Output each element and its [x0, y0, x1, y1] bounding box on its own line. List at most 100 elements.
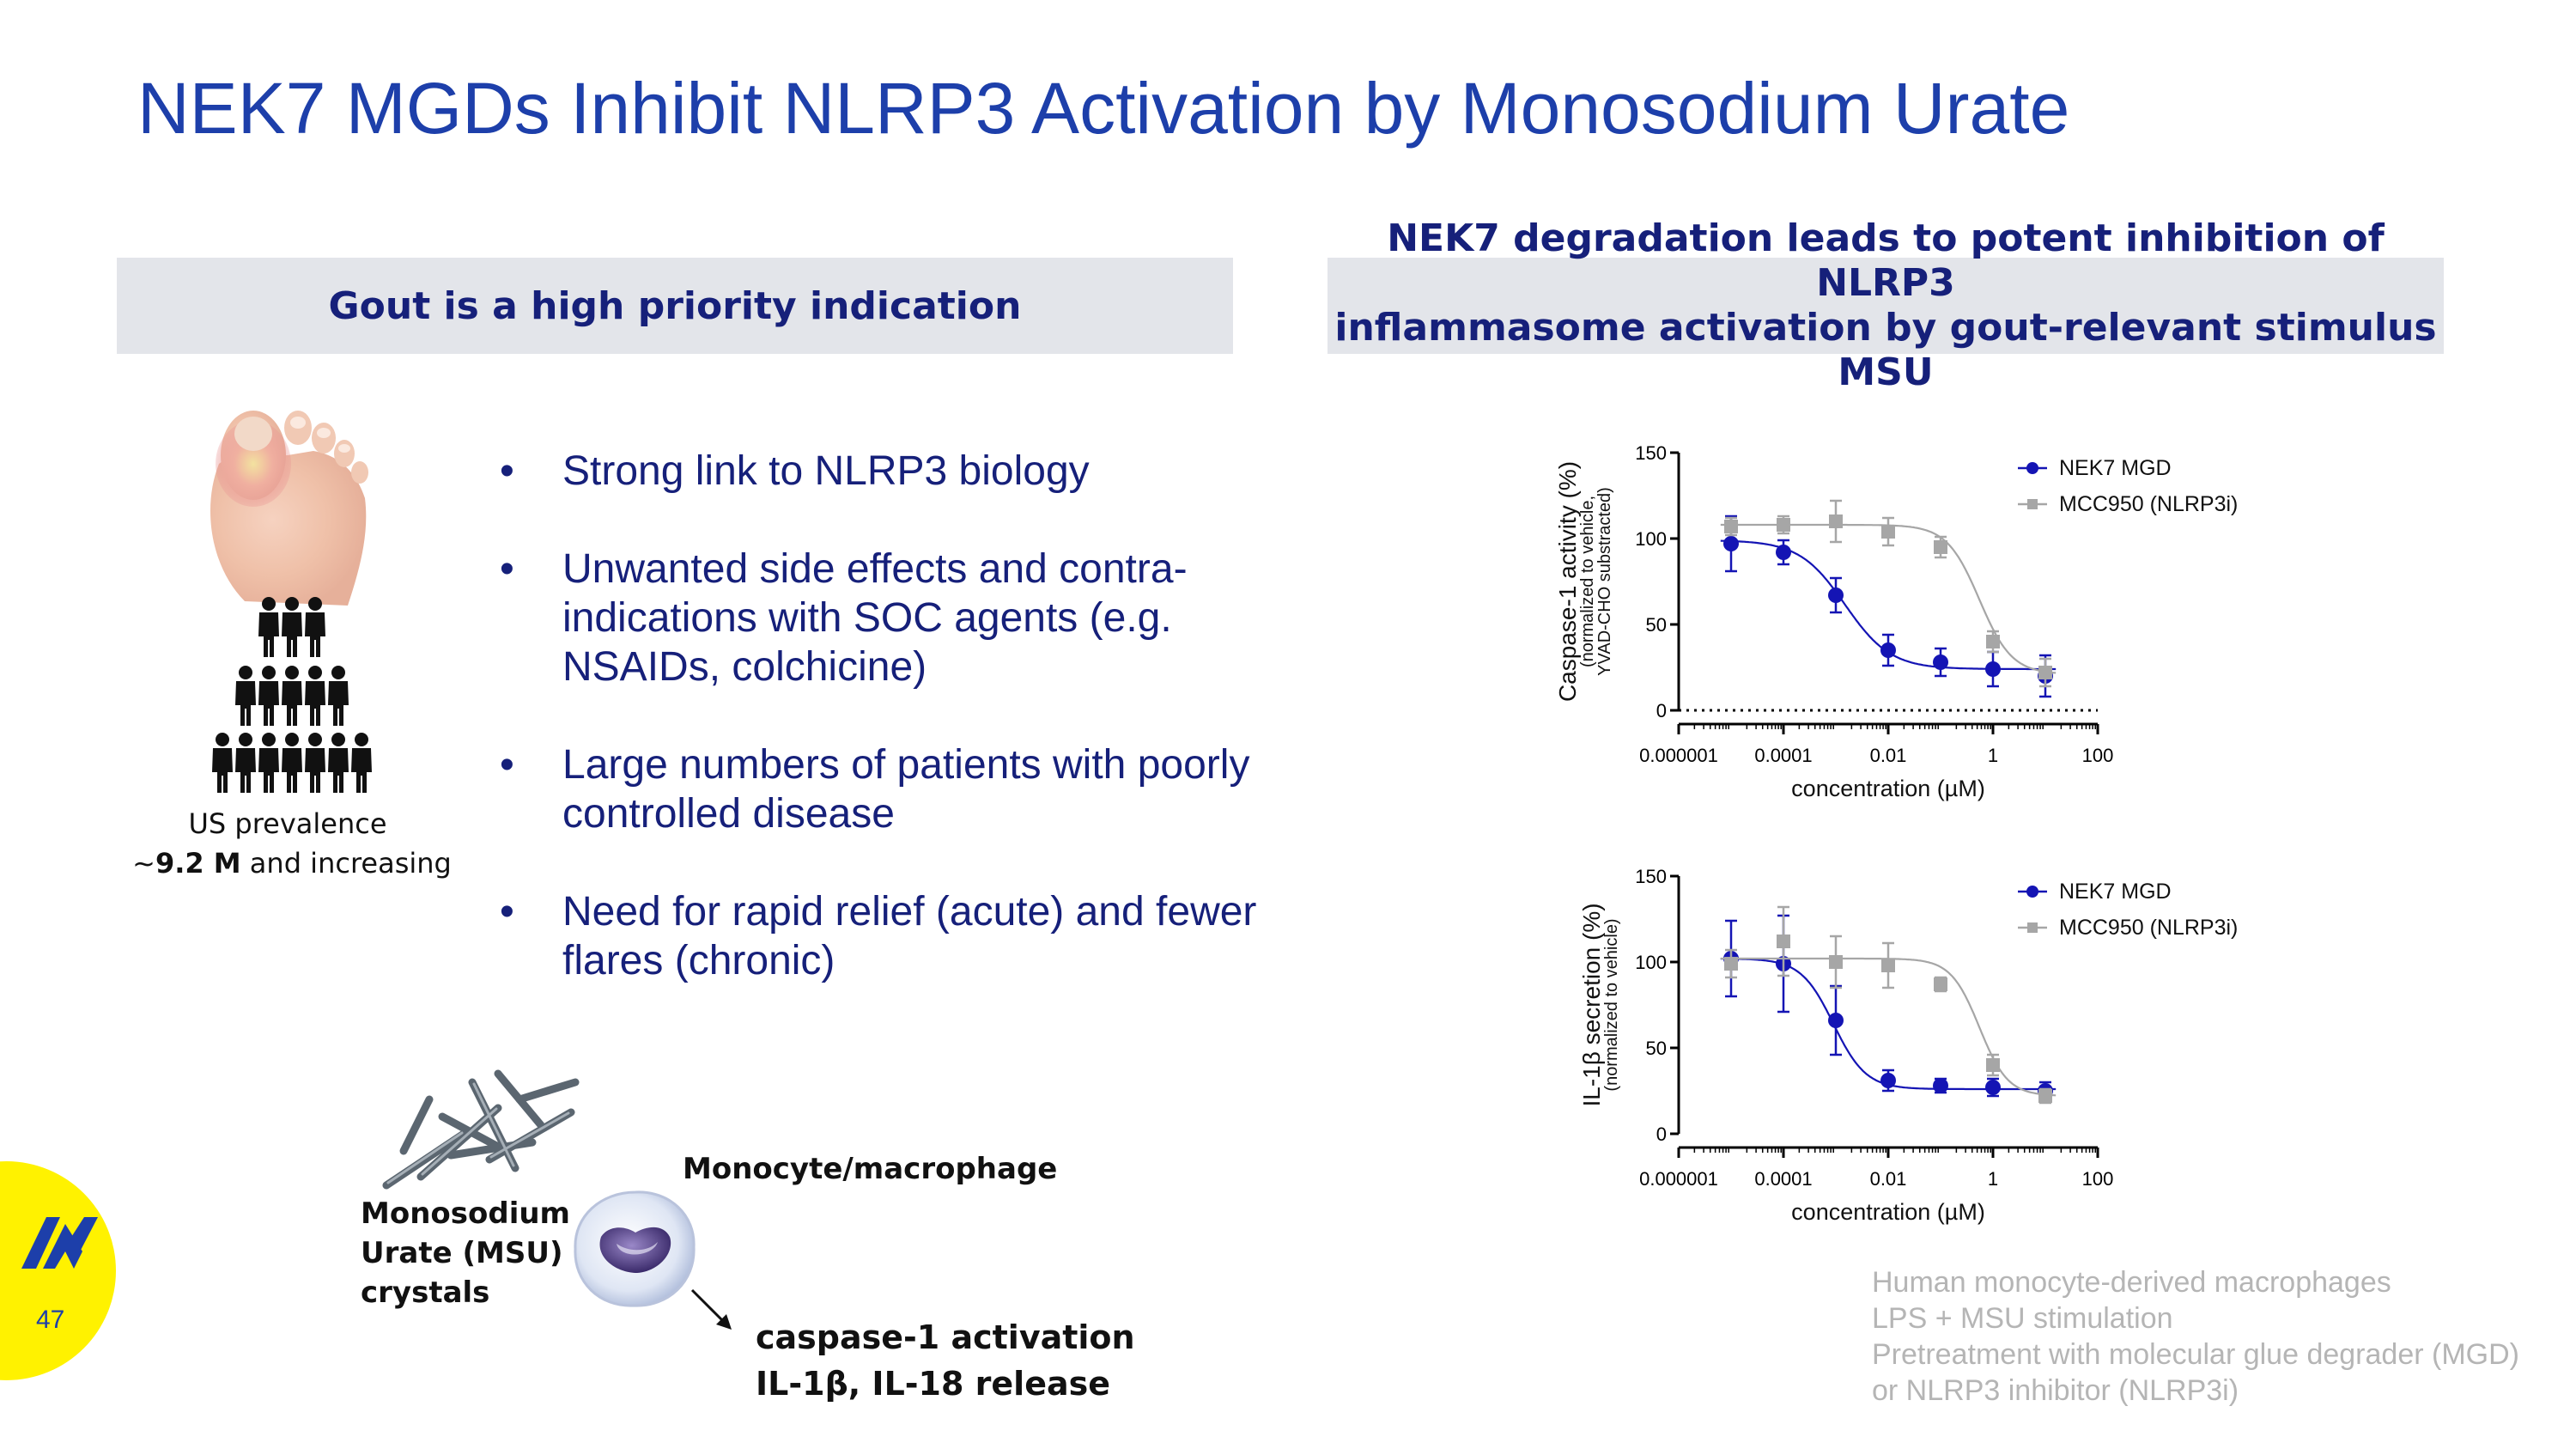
- data-point-1: [1724, 520, 1738, 533]
- bullet-list: • Strong link to NLRP3 biology • Unwanted …: [498, 447, 1271, 1034]
- page-title: NEK7 MGDs Inhibit NLRP3 Activation by Mo…: [137, 68, 2070, 149]
- outcome-line: IL-1β, IL-18 release: [756, 1365, 1111, 1403]
- data-point-1: [1881, 959, 1895, 972]
- legend-marker: [2026, 886, 2038, 898]
- data-point-1: [1934, 977, 1947, 991]
- x-tick-label: 0.01: [1870, 1168, 1907, 1190]
- y-tick-label: 0: [1656, 700, 1667, 721]
- right-heading-line2: inflammasome activation by gout-relevant…: [1334, 306, 2437, 394]
- x-tick-label: 0.0001: [1754, 745, 1812, 766]
- data-point-1: [1986, 635, 2000, 648]
- legend-label: MCC950 (NLRP3i): [2059, 916, 2238, 940]
- legend-marker: [2027, 922, 2038, 933]
- msu-label-line: crystals: [361, 1275, 490, 1310]
- outcome-line: caspase-1 activation: [756, 1318, 1135, 1356]
- crystal-icon: [382, 1069, 580, 1190]
- y-tick-label: 150: [1635, 866, 1667, 887]
- prevalence-prefix: ~: [132, 847, 155, 880]
- page-number: 47: [36, 1306, 65, 1334]
- bullet-item: • Unwanted side effects and contra-indica…: [498, 545, 1271, 691]
- data-point-1: [1986, 1058, 2000, 1072]
- bullet-text: Large numbers of patients with poorly co…: [562, 742, 1250, 837]
- x-tick-label: 100: [2082, 1168, 2114, 1190]
- data-point-1: [1724, 957, 1738, 971]
- legend-label: NEK7 MGD: [2059, 456, 2172, 480]
- note-line: or NLRP3 inhibitor (NLRP3i): [1872, 1374, 2239, 1407]
- note-line: LPS + MSU stimulation: [1872, 1302, 2173, 1335]
- data-point-0: [1985, 661, 2001, 677]
- y-axis-label: (normalized to vehicle): [1602, 918, 1621, 1091]
- arrow-icon: [690, 1288, 732, 1330]
- note-line: Pretreatment with molecular glue degrade…: [1872, 1338, 2519, 1371]
- bullet-marker: •: [500, 889, 514, 935]
- bullet-item: • Large numbers of patients with poorly c…: [498, 740, 1271, 838]
- x-axis-label: concentration (µM): [1791, 1199, 1985, 1225]
- method-notes: Human monocyte-derived macrophages LPS +…: [1872, 1264, 2519, 1409]
- msu-label-line: Urate (MSU): [361, 1236, 563, 1270]
- foot-icon: [210, 411, 368, 606]
- data-point-0: [1880, 642, 1896, 658]
- data-point-1: [1829, 955, 1843, 969]
- legend-label: MCC950 (NLRP3i): [2059, 492, 2238, 516]
- data-point-1: [2038, 666, 2052, 679]
- y-axis-label: Caspase-1 activity (%): [1554, 461, 1581, 702]
- msu-label: Monosodium Urate (MSU) crystals: [361, 1194, 570, 1312]
- right-heading-line1: NEK7 degradation leads to potent inhibit…: [1387, 216, 2385, 305]
- data-point-1: [1934, 540, 1947, 554]
- x-tick-label: 0.01: [1870, 745, 1907, 766]
- data-point-0: [1776, 545, 1791, 560]
- y-tick-label: 0: [1656, 1123, 1667, 1145]
- caspase-chart: 0 50 100 150 0.000001 0.0001 0.01 1 100 concentra…: [1554, 442, 2238, 801]
- msu-label-line: Monosodium: [361, 1196, 570, 1231]
- bullet-marker: •: [500, 742, 514, 788]
- cell-label: Monocyte/macrophage: [683, 1152, 1058, 1186]
- bullet-item: • Strong link to NLRP3 biology: [498, 447, 1271, 496]
- y-tick-label: 100: [1635, 528, 1667, 550]
- bullet-text: Unwanted side effects and contra-indicat…: [562, 546, 1188, 690]
- data-point-1: [1881, 525, 1895, 539]
- bullet-marker: •: [500, 448, 514, 494]
- data-point-0: [1723, 536, 1739, 551]
- data-point-0: [1985, 1080, 2001, 1095]
- data-point-1: [1829, 514, 1843, 528]
- prevalence-value: 9.2 M: [155, 847, 241, 880]
- prevalence-value-line: ~9.2 M and increasing: [120, 847, 464, 880]
- bullet-text: Strong link to NLRP3 biology: [562, 448, 1090, 494]
- data-point-0: [1828, 1013, 1844, 1028]
- y-axis-label: YVAD-CHO substracted): [1595, 487, 1614, 676]
- prevalence-suffix: and increasing: [249, 847, 452, 880]
- data-point-1: [2038, 1089, 2052, 1103]
- note-line: Human monocyte-derived macrophages: [1872, 1266, 2391, 1299]
- x-tick-label: 0.000001: [1639, 1168, 1718, 1190]
- right-section-heading: NEK7 degradation leads to potent inhibit…: [1327, 216, 2444, 394]
- data-point-1: [1777, 518, 1790, 532]
- y-axis-label: (normalized to vehicle,: [1578, 496, 1597, 667]
- y-tick-label: 50: [1646, 1038, 1667, 1059]
- bullet-text: Need for rapid relief (acute) and fewer …: [562, 889, 1257, 983]
- bullet-item: • Need for rapid relief (acute) and fewer…: [498, 887, 1271, 985]
- y-tick-label: 100: [1635, 952, 1667, 973]
- x-tick-label: 1: [1988, 1168, 1998, 1190]
- data-point-0: [1933, 1078, 1948, 1093]
- y-axis-label: IL-1β secretion (%): [1578, 903, 1605, 1106]
- data-point-0: [1933, 654, 1948, 670]
- left-section-heading: Gout is a high priority indication: [117, 258, 1233, 354]
- macrophage-icon: [574, 1190, 696, 1307]
- outcome-text: caspase-1 activation IL-1β, IL-18 releas…: [756, 1314, 1135, 1407]
- y-tick-label: 50: [1646, 614, 1667, 636]
- data-point-1: [1777, 935, 1790, 948]
- x-tick-label: 0.000001: [1639, 745, 1718, 766]
- x-tick-label: 1: [1988, 745, 1998, 766]
- left-heading-text: Gout is a high priority indication: [328, 283, 1022, 328]
- logo-icon: [21, 1217, 98, 1269]
- x-tick-label: 0.0001: [1754, 1168, 1812, 1190]
- bullet-marker: •: [500, 546, 514, 592]
- legend-marker: [2027, 499, 2038, 509]
- x-axis-label: concentration (µM): [1791, 776, 1985, 801]
- legend-marker: [2026, 462, 2038, 474]
- x-tick-label: 100: [2082, 745, 2114, 766]
- il1b-chart: 0 50 100 150 0.000001 0.0001 0.01 1 100 concentra…: [1578, 866, 2238, 1225]
- people-icon: [212, 597, 372, 793]
- prevalence-label: US prevalence: [188, 807, 387, 840]
- data-point-0: [1828, 588, 1844, 603]
